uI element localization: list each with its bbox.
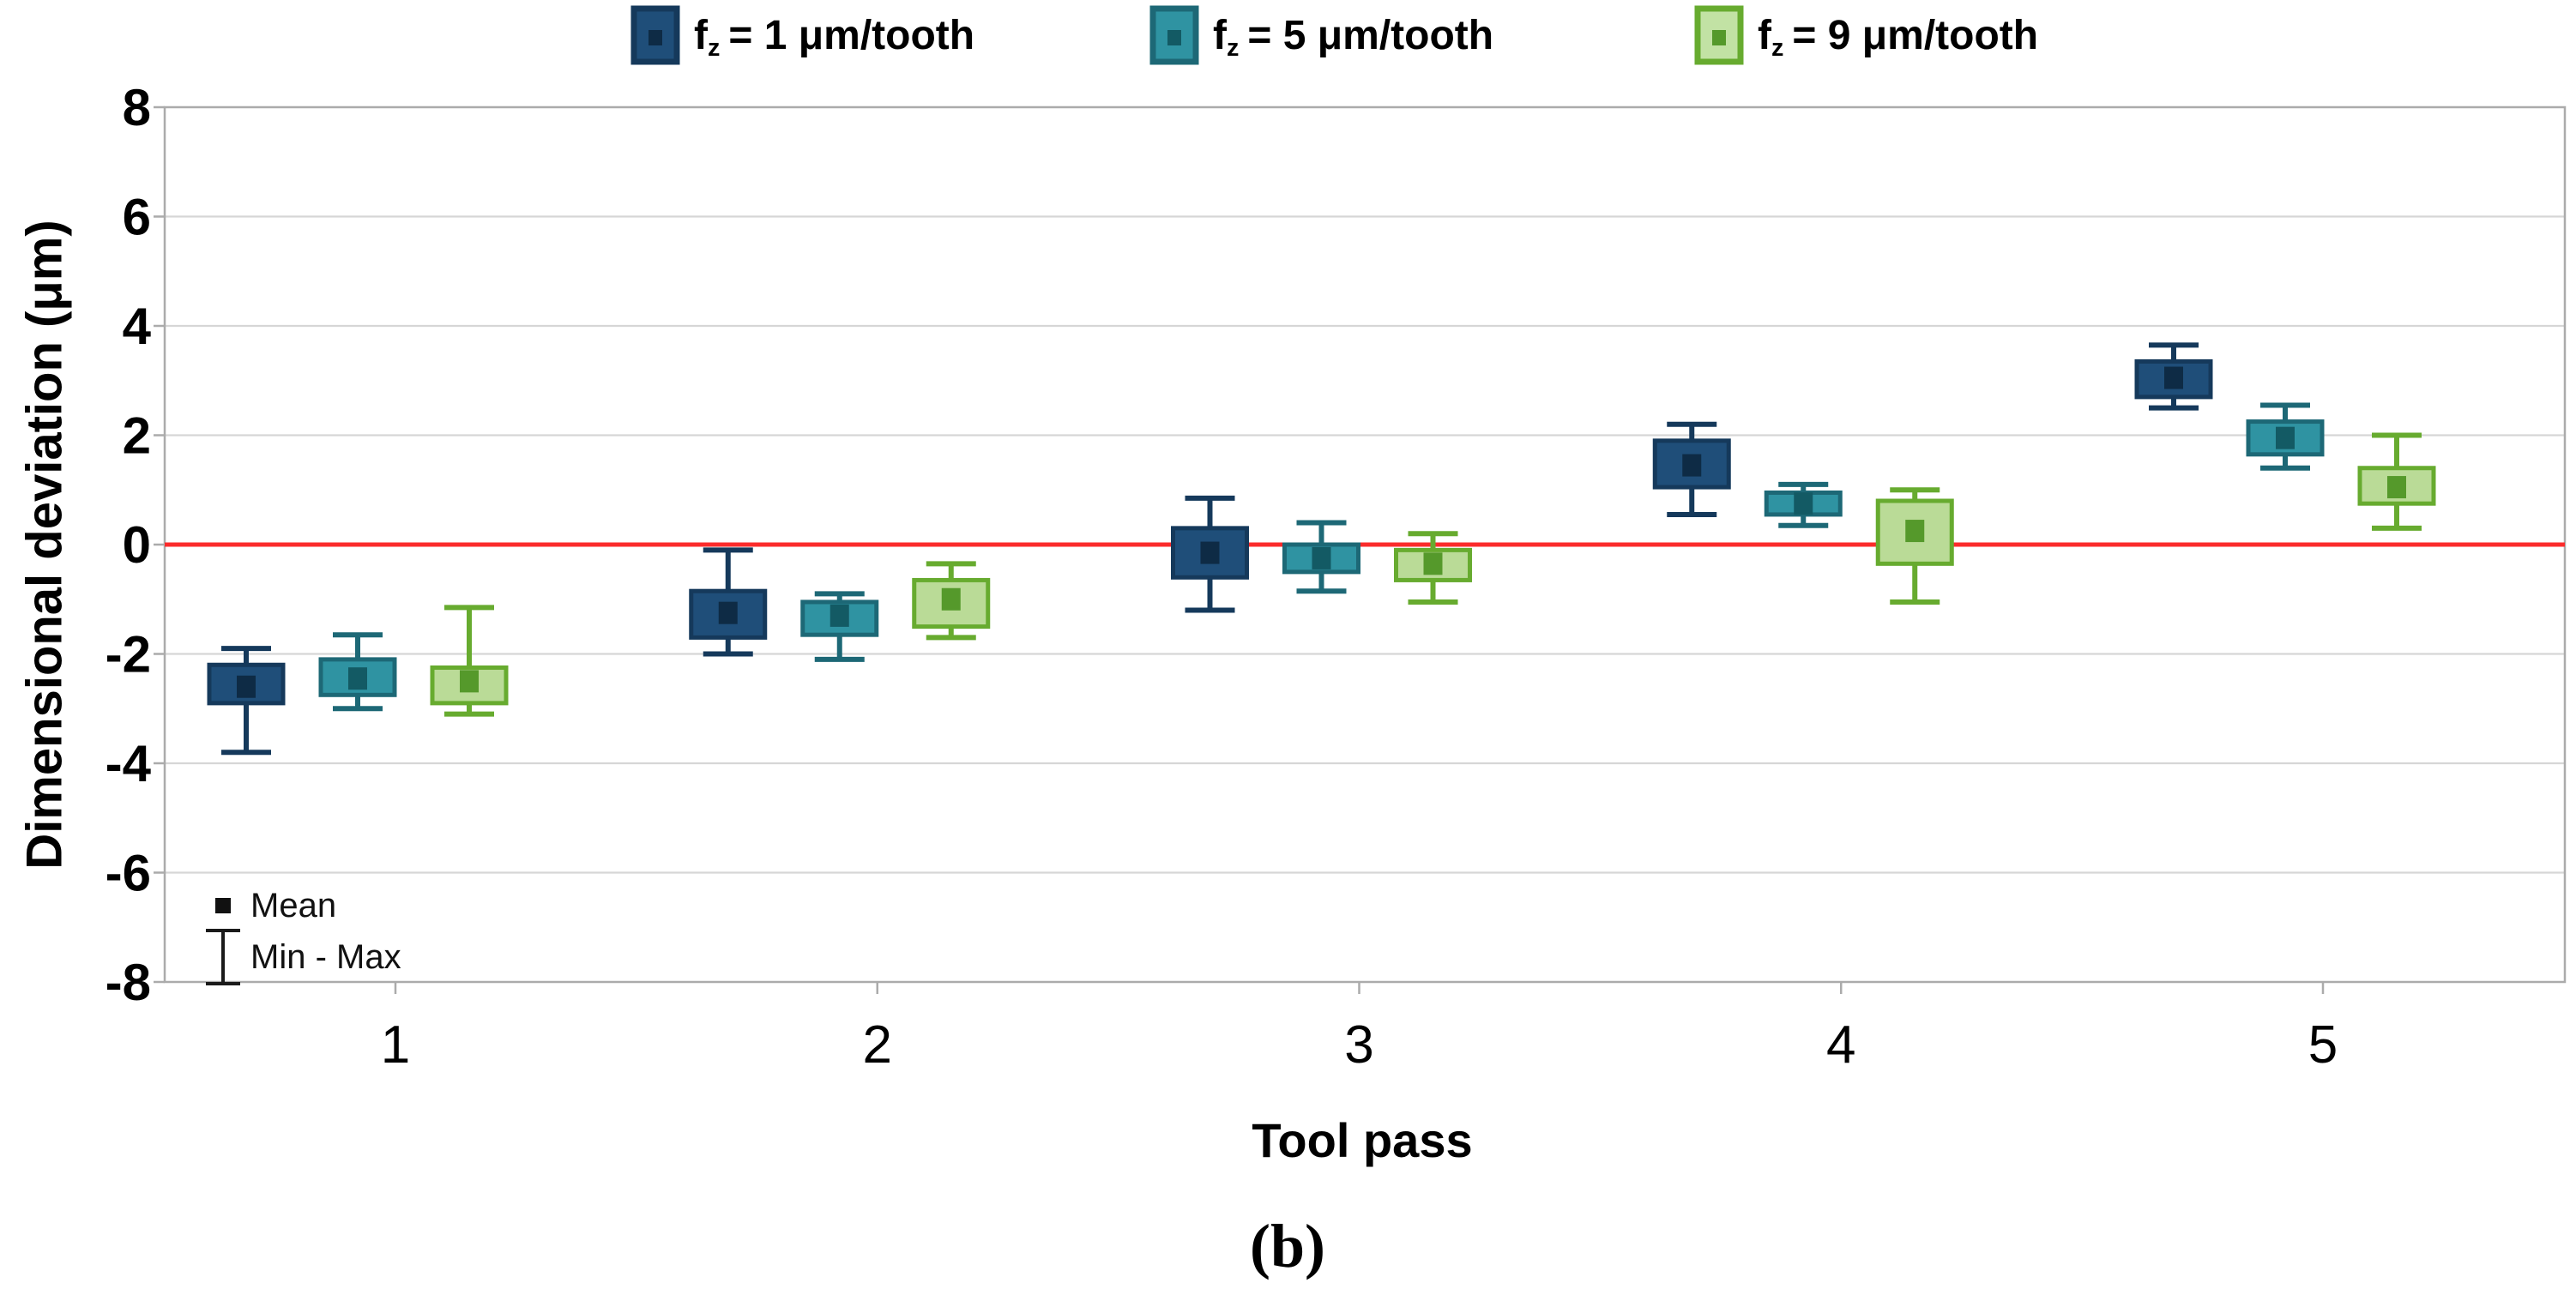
inner-legend: Mean Min - Max [196,882,401,985]
mean-marker [1312,546,1331,569]
mean-marker [1682,454,1702,477]
y-tick-label: -2 [106,626,151,684]
legend: fz = 1 μm/tooth fz = 5 μm/tooth fz = 9 μm/t… [0,5,2576,77]
legend-item-fz9: fz = 9 μm/tooth [1694,5,2038,69]
y-tick-label: 8 [123,79,151,136]
y-tick-label: 2 [123,407,151,465]
legend-item-fz5: fz = 5 μm/tooth [1149,5,1493,69]
box [1171,526,1249,580]
legend-item-label: fz = 9 μm/tooth [1758,12,2039,63]
mean-marker [1794,492,1813,515]
legend-item-label: fz = 1 μm/tooth [694,12,975,63]
legend-item-label: fz = 5 μm/tooth [1213,12,1494,63]
mean-marker [2276,426,2295,449]
minmax-label: Min - Max [250,937,401,976]
y-tick-label: -6 [106,845,151,902]
mean-legend-row: Mean [196,882,401,930]
minmax-whisker-icon [206,929,240,985]
mean-marker [941,587,961,611]
y-tick-label: -4 [106,735,152,792]
y-tick-label: 4 [123,298,152,355]
legend-item-fz1: fz = 1 μm/tooth [630,5,974,69]
box [689,588,768,640]
mean-marker [1200,541,1220,564]
minmax-legend-row: Min - Max [196,929,401,985]
y-tick-label: -8 [106,954,151,1011]
mean-marker [1423,552,1443,575]
mean-marker [2387,476,2406,499]
mean-marker [2164,366,2183,389]
y-axis-title: Dimensional deviation (μm) [16,220,73,870]
figure-caption: (b) [1250,1212,1325,1280]
legend-swatch-fz9-icon [1694,5,1744,69]
x-tick-label: 4 [1826,1015,1855,1075]
y-tick-label: 6 [123,189,151,246]
mean-marker [348,667,367,690]
x-tick-label: 5 [2308,1015,2338,1075]
legend-swatch-fz5-icon [1149,5,1199,69]
mean-marker [1905,520,1925,543]
legend-swatch-fz1-icon [630,5,680,69]
mean-marker [718,601,738,624]
x-tick-label: 2 [863,1015,892,1075]
x-axis-title: Tool pass [1252,1113,1473,1167]
mean-marker-icon [215,898,231,913]
x-tick-label: 3 [1344,1015,1373,1075]
x-tick-label: 1 [381,1015,410,1075]
mean-marker [460,670,479,693]
y-tick-label: 0 [123,516,151,574]
mean-marker [237,675,256,698]
mean-marker [830,604,849,627]
box [207,662,286,706]
mean-label: Mean [250,886,337,925]
